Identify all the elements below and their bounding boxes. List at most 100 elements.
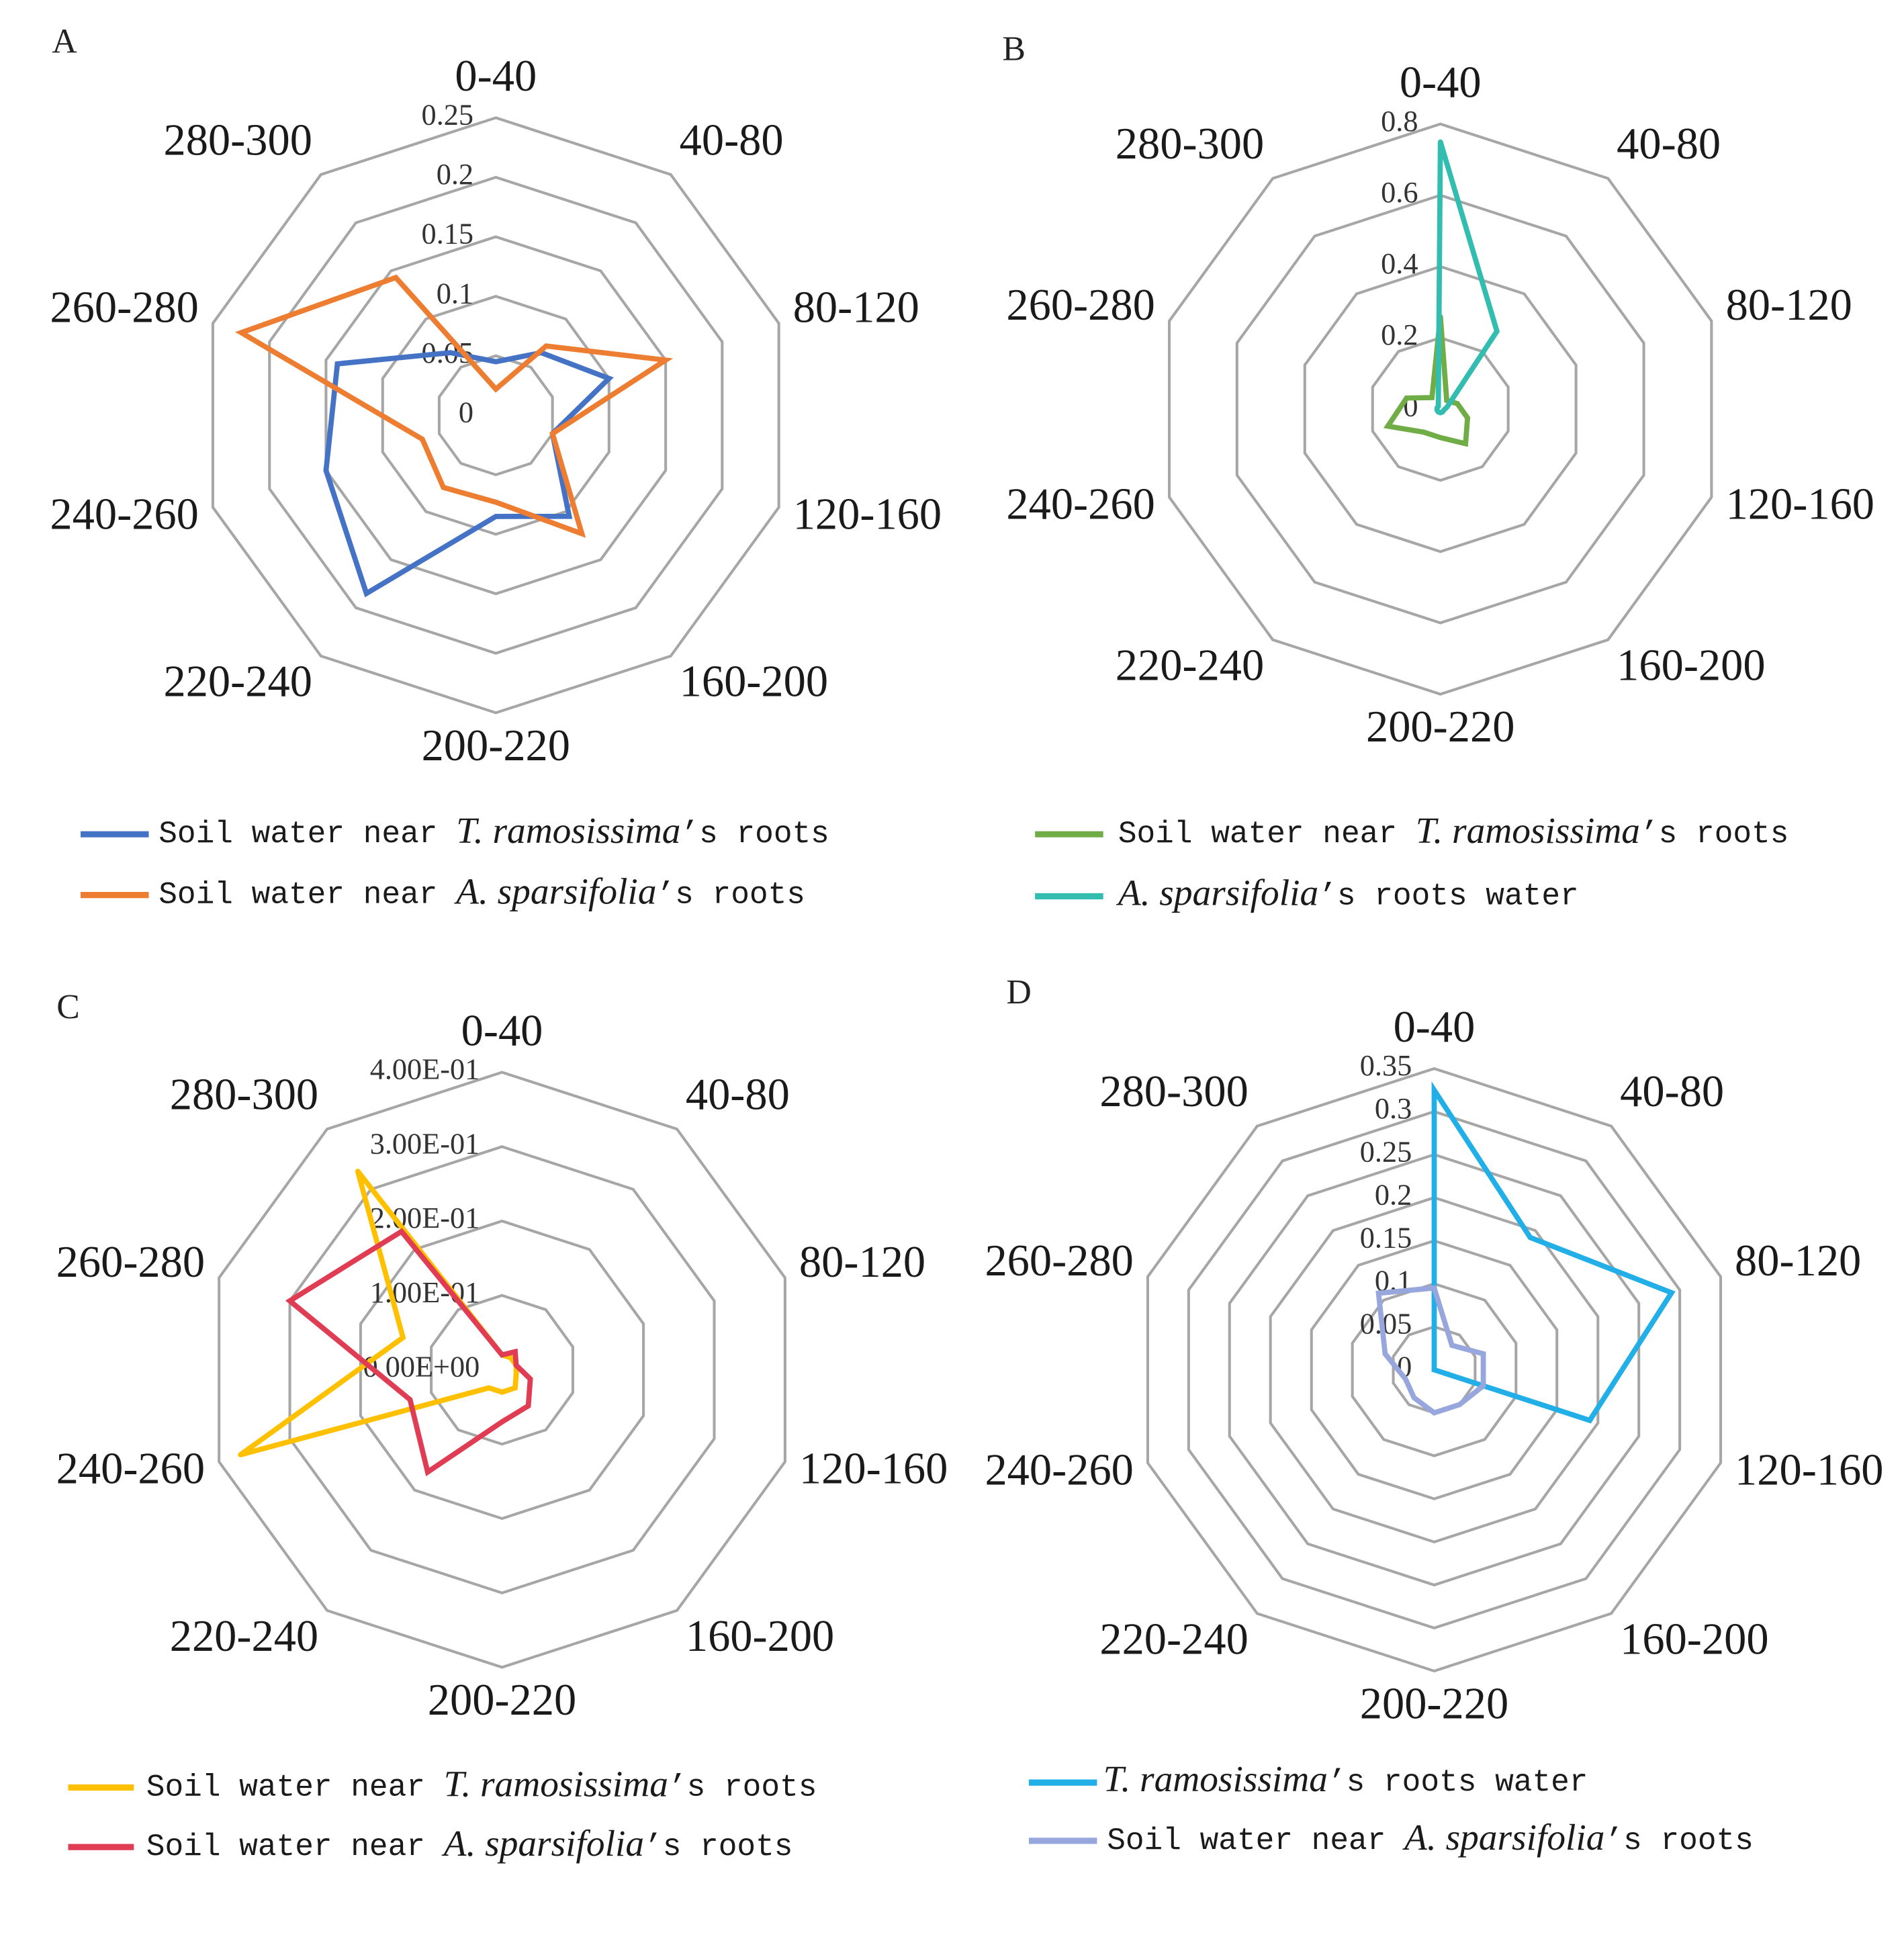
data-point: [1375, 1290, 1381, 1296]
data-point: [1494, 328, 1500, 334]
radar-panel-a: A00.050.10.150.20.250-4040-8080-120120-1…: [50, 22, 942, 912]
category-label: 260-280: [1006, 281, 1154, 330]
legend-label: Soil water near T. ramosissima’s roots: [146, 1763, 817, 1805]
tick-label: 0.6: [1381, 176, 1418, 209]
data-point: [1431, 1367, 1437, 1373]
category-label: 40-80: [686, 1071, 790, 1120]
data-point: [1587, 1418, 1592, 1423]
category-label: 120-160: [1735, 1446, 1883, 1495]
legend-suffix: ’s roots: [657, 878, 805, 913]
category-label: 120-160: [1726, 480, 1874, 529]
legend-species: A. sparsifolia: [1116, 872, 1318, 913]
category-label: 240-260: [985, 1446, 1133, 1495]
category-label: 160-200: [686, 1612, 834, 1661]
legend-species: T. ramosissima: [444, 1763, 668, 1804]
category-label: 80-120: [1735, 1236, 1861, 1285]
grid-ring: [1187, 1110, 1682, 1630]
legend-suffix: ’s roots water: [1328, 1765, 1588, 1800]
grid-ring: [359, 1219, 645, 1521]
grid-ring: [268, 175, 724, 655]
legend-suffix: ’s roots: [680, 817, 829, 852]
legend-item: A. sparsifolia’s roots water: [1035, 872, 1579, 914]
category-label: 40-80: [680, 116, 784, 165]
data-point: [499, 1390, 505, 1395]
data-point: [1457, 1402, 1462, 1408]
legend-label: Soil water near A. sparsifolia’s roots: [158, 870, 805, 912]
data-point: [323, 467, 329, 473]
data-point: [1403, 1376, 1408, 1382]
data-point: [1429, 395, 1435, 400]
data-point: [499, 1419, 505, 1425]
data-point: [606, 375, 612, 381]
legend-item: Soil water near A. sparsifolia’s roots: [80, 870, 805, 913]
legend-item: T. ramosissima’s roots water: [1028, 1758, 1588, 1800]
category-label: 280-300: [170, 1071, 318, 1120]
category-labels: 0-40 40-80 80-120 120-160 160-200 200-220 220-…: [50, 52, 942, 770]
legend-species: T. ramosissima: [1103, 1758, 1328, 1799]
data-point: [1480, 1351, 1486, 1357]
tick-label: 0.25: [1360, 1135, 1412, 1168]
grid-ring: [324, 235, 668, 596]
tick-label: 0.05: [1360, 1308, 1412, 1341]
legend-suffix: ’s roots: [1604, 1823, 1753, 1858]
radar-panel-b: B 0 0.2 0.4 0.6 0.80-40 40-80 80-120 120-160 160-…: [1003, 30, 1874, 913]
data-point: [579, 531, 585, 537]
data-point: [1404, 395, 1410, 401]
data-point: [400, 1335, 406, 1341]
tick-label: 0.3: [1375, 1092, 1412, 1125]
data-point: [1431, 1087, 1437, 1093]
legend-label: T. ramosissima’s roots water: [1103, 1758, 1588, 1800]
data-point: [1382, 1351, 1388, 1357]
data-point: [363, 590, 369, 596]
category-label: 160-200: [1617, 641, 1765, 690]
data-point: [1431, 1410, 1437, 1416]
legend-prefix: Soil water near: [158, 878, 456, 913]
category-label: 0-40: [455, 52, 537, 101]
category-label: 220-240: [170, 1612, 318, 1661]
grid-ring: [1303, 265, 1578, 553]
data-point: [425, 1470, 430, 1475]
grid-ring: [211, 116, 780, 715]
category-label: 120-160: [793, 490, 942, 539]
legend-label: A. sparsifolia’s roots water: [1116, 872, 1579, 913]
series-2: [1434, 139, 1500, 416]
panel-label: A: [52, 22, 77, 60]
data-point: [1445, 404, 1450, 410]
category-label: 40-80: [1617, 120, 1721, 169]
data-point: [1449, 1343, 1455, 1348]
data-point: [238, 1452, 243, 1457]
radial-axis-ticks: 00.050.10.150.20.250.30.35: [1360, 1049, 1412, 1384]
data-point: [399, 1228, 404, 1234]
tick-label: 0.35: [1360, 1049, 1412, 1082]
category-label: 80-120: [1726, 281, 1852, 330]
data-point: [493, 359, 498, 365]
legend-species: T. ramosissima: [456, 810, 680, 851]
category-label: 220-240: [1099, 1615, 1248, 1664]
panel-label: B: [1003, 30, 1026, 68]
grid-ring: [1168, 122, 1713, 696]
data-point: [1421, 429, 1426, 435]
grid-ring: [1351, 1282, 1518, 1457]
data-point: [407, 1397, 413, 1402]
data-point: [513, 1363, 519, 1368]
grid-ring: [1310, 1239, 1559, 1500]
series-2: [285, 1228, 533, 1477]
data-point: [334, 361, 341, 367]
legend-species: A. sparsifolia: [1402, 1817, 1604, 1858]
legend-prefix: Soil water near: [158, 817, 456, 852]
radar-grid: [218, 1071, 786, 1669]
tick-label: 0.2: [437, 158, 473, 191]
data-point: [527, 1376, 533, 1382]
category-label: 200-220: [422, 721, 570, 770]
data-point: [499, 1352, 505, 1358]
data-point: [238, 330, 244, 335]
grid-ring: [1269, 1196, 1600, 1544]
category-label: 280-300: [1099, 1067, 1248, 1116]
series-2: [1375, 1285, 1486, 1416]
category-label: 80-120: [793, 283, 919, 332]
data-point: [1385, 423, 1391, 429]
data-point: [512, 1385, 518, 1391]
radial-axis-ticks: 0.00E+001.00E-012.00E-013.00E-014.00E-01: [363, 1053, 480, 1384]
legend-item: Soil water near A. sparsifolia’s roots: [68, 1823, 792, 1864]
